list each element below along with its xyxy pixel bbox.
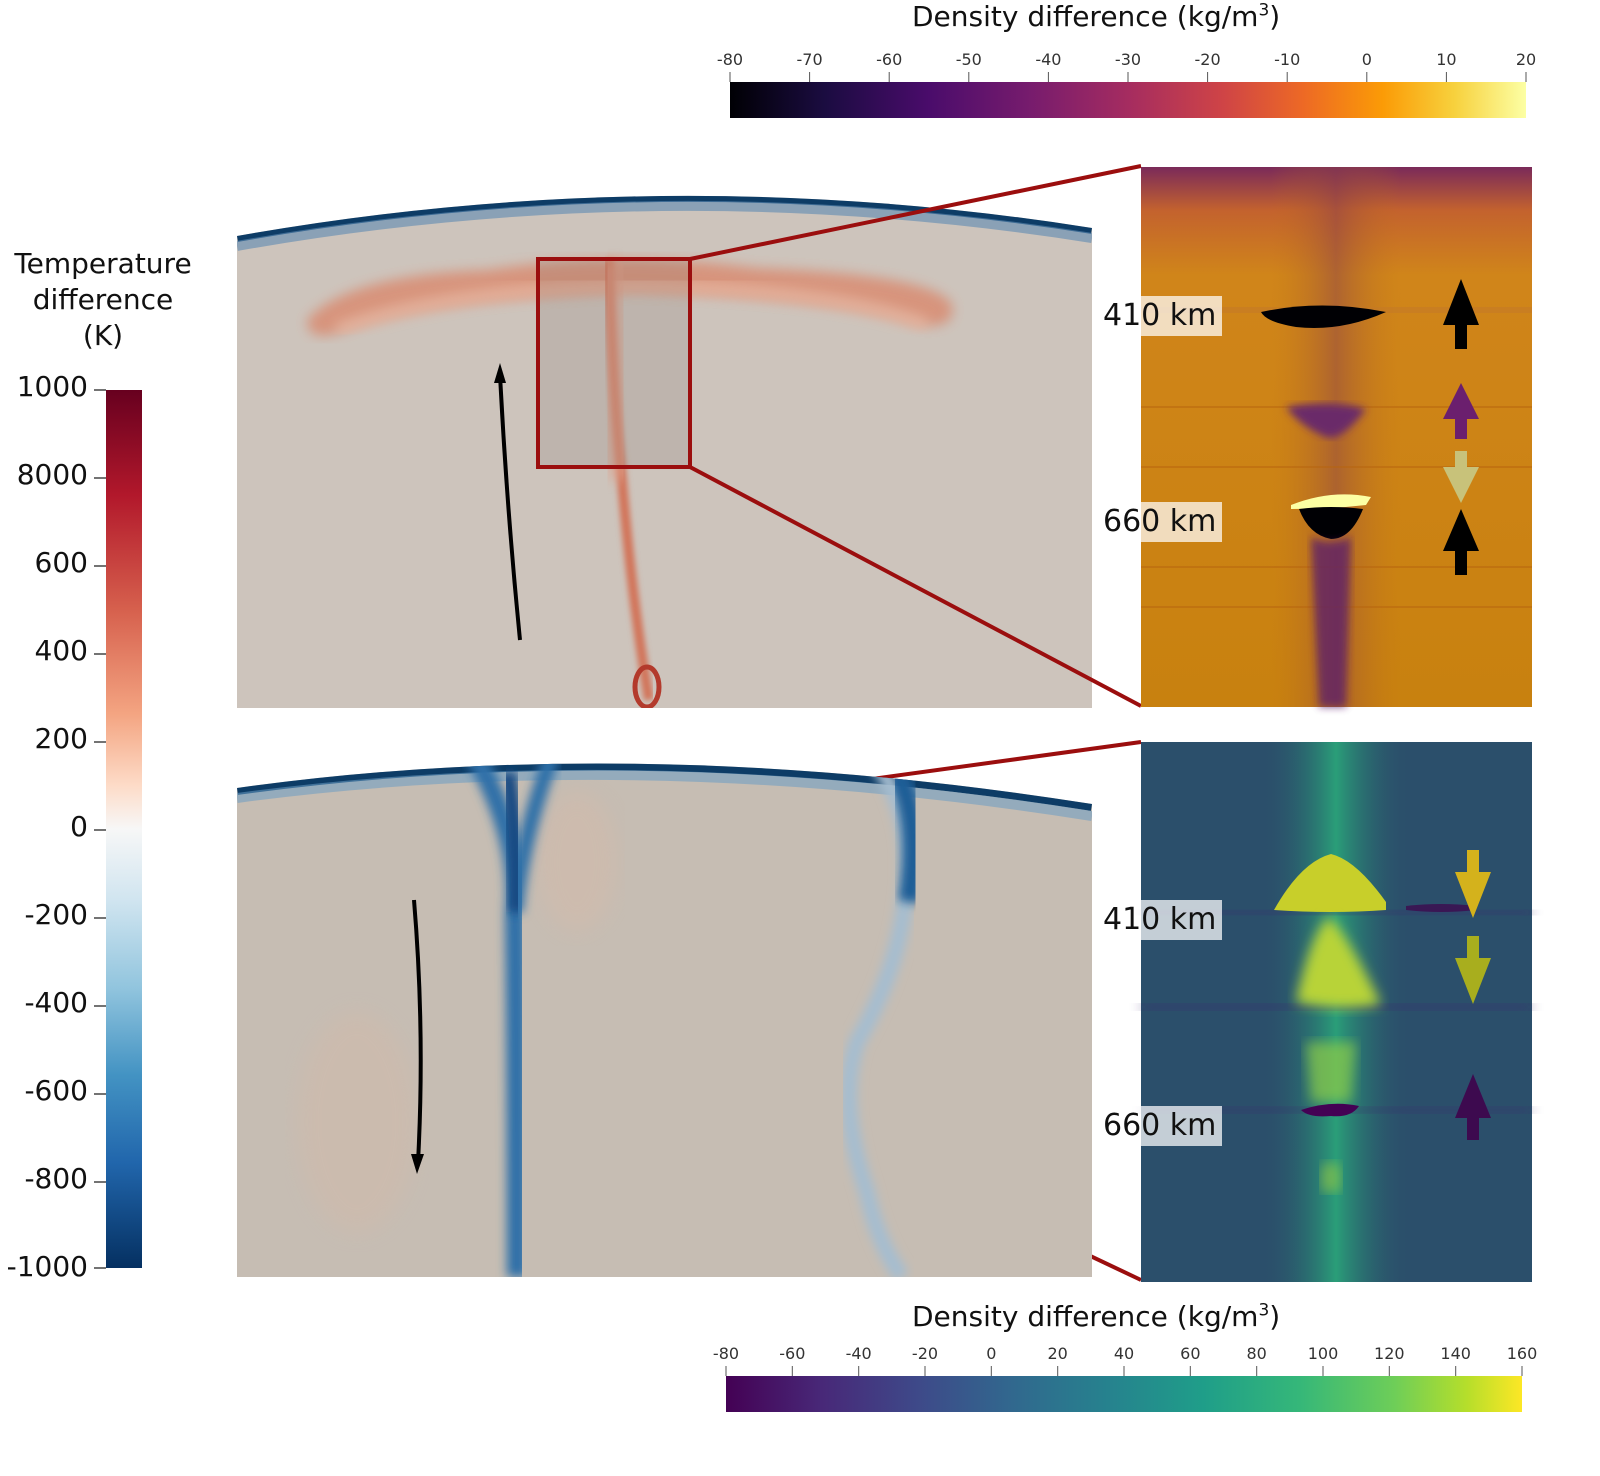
tick-label: -40 xyxy=(845,1344,872,1363)
tick-label: 8000 xyxy=(16,458,88,491)
tick-label: 20 xyxy=(1515,50,1537,69)
down-arrow-icon xyxy=(1455,936,1491,1004)
arrowhead-icon xyxy=(411,1154,424,1174)
tick-label: -50 xyxy=(955,50,982,69)
tick-label: 160 xyxy=(1506,1344,1538,1363)
up-arrow-icon xyxy=(1443,279,1479,349)
tick-label: -30 xyxy=(1114,50,1142,69)
top-mantle-panel xyxy=(237,195,1092,708)
depth-label-410-bottom: 410 km xyxy=(1097,900,1223,940)
tick-label: 10 xyxy=(1436,50,1457,69)
downwelling-arrow xyxy=(412,899,423,1163)
tick-label: -200 xyxy=(24,898,88,931)
zoom-arrows-bottom xyxy=(1455,850,1491,1140)
tick-label: 1000 xyxy=(16,370,88,403)
bottom-mantle-panel xyxy=(237,763,1092,1277)
zoom-arrows-top xyxy=(1443,279,1479,575)
tick-label: 60 xyxy=(1180,1344,1201,1363)
tick-label: 0 xyxy=(70,810,88,843)
top-colorbar-ticks: -80 -70 -60 -50 -40 -30 -20 -10 0 10 20 xyxy=(717,50,1536,80)
depth-label-660-bottom: 660 km xyxy=(1097,1106,1223,1146)
tick-label: -20 xyxy=(911,1344,939,1363)
up-arrow-icon xyxy=(1443,509,1479,575)
tick-label: -80 xyxy=(716,50,744,69)
tick-label: 0 xyxy=(986,1344,997,1363)
tick-label: -20 xyxy=(1194,50,1221,69)
tick-label: -60 xyxy=(876,50,903,69)
bottom-colorbar-title: Density difference (kg/m3) xyxy=(912,1300,1281,1333)
tick-label: -60 xyxy=(779,1344,806,1363)
tick-label: 100 xyxy=(1307,1344,1339,1363)
temperature-colorbar-ticks: 1000 8000 600 400 200 0 -200 -400 -600 -… xyxy=(0,370,120,1290)
tick-label: -1000 xyxy=(6,1250,88,1283)
top-zoom-panel xyxy=(1141,167,1532,707)
tick-label: 20 xyxy=(1047,1344,1068,1363)
upwelling-arrow xyxy=(498,374,522,641)
tick-label: 200 xyxy=(34,722,88,755)
inferno-colorbar xyxy=(730,82,1526,118)
tick-label: -800 xyxy=(24,1162,88,1195)
viridis-colorbar xyxy=(726,1376,1522,1412)
depth-label-660-top: 660 km xyxy=(1097,502,1223,542)
tick-label: 0 xyxy=(1361,50,1372,69)
top-colorbar-title: Density difference (kg/m3) xyxy=(912,0,1281,33)
down-arrow-icon xyxy=(1455,850,1491,918)
tick-label: 120 xyxy=(1374,1344,1405,1363)
top-colorbar-tickmarks xyxy=(729,72,1527,82)
tick-label: -70 xyxy=(796,50,823,69)
tick-label: 400 xyxy=(34,634,88,667)
tick-label: -80 xyxy=(712,1344,740,1363)
bottom-colorbar-ticks: -80 -60 -40 -20 0 20 40 60 80 100 120 14… xyxy=(713,1344,1537,1374)
temperature-colorbar-tickmarks xyxy=(94,389,106,1269)
tick-label: 600 xyxy=(34,546,88,579)
arrowhead-icon xyxy=(494,363,506,383)
temperature-colorbar-title: Temperature difference (K) xyxy=(14,247,192,352)
down-arrow-icon xyxy=(1443,451,1479,503)
tick-label: 80 xyxy=(1246,1344,1267,1363)
tick-label: 140 xyxy=(1440,1344,1471,1363)
bottom-zoom-panel xyxy=(1141,742,1532,1282)
up-arrow-icon xyxy=(1443,383,1479,439)
tick-label: -400 xyxy=(24,986,88,1019)
temperature-colorbar xyxy=(106,390,142,1268)
tick-label: -40 xyxy=(1035,50,1062,69)
tick-label: -10 xyxy=(1274,50,1301,69)
bottom-colorbar-tickmarks xyxy=(725,1366,1523,1376)
tick-label: -600 xyxy=(24,1074,88,1107)
tick-label: 40 xyxy=(1113,1344,1135,1363)
up-arrow-icon xyxy=(1455,1074,1491,1140)
depth-label-410-top: 410 km xyxy=(1097,296,1223,336)
